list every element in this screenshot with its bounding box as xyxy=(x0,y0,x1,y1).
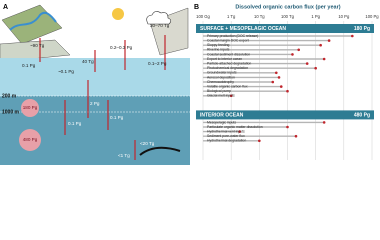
pool-label: 480 Pg xyxy=(23,137,38,142)
bar-end xyxy=(297,48,301,52)
category-label: Riverine inputs xyxy=(207,48,230,52)
bar-end xyxy=(314,66,317,70)
depth-label: 1000 m xyxy=(2,109,20,115)
flux-label: 0.1 Pg xyxy=(110,115,124,120)
figure: A 200 m 1000 m 180 Pg 480 Pg ~90 Tg 0.1 … xyxy=(0,0,380,165)
bar-end xyxy=(322,121,326,124)
category-label: Particulate organic matter dissolution xyxy=(207,125,263,129)
flux-label: 2 Pg xyxy=(90,101,100,106)
category-label: Hydrothermal vent inputs xyxy=(207,129,245,133)
panel-a: A 200 m 1000 m 180 Pg 480 Pg ~90 Tg 0.1 … xyxy=(0,0,190,165)
x-tick-label: 100 Tg xyxy=(281,14,295,19)
sun xyxy=(112,8,124,20)
group-name: SURFACE + MESOPELAGIC OCEAN xyxy=(200,26,286,32)
category-label: Chemoautotrophy xyxy=(207,80,234,84)
flux-label: 0.1 Pg xyxy=(68,121,82,126)
category-label: Export to interior ocean xyxy=(207,57,242,61)
bar-end xyxy=(286,89,289,93)
bar-end xyxy=(294,134,298,138)
group-header xyxy=(196,24,374,33)
bar-end xyxy=(258,139,261,143)
bar-end xyxy=(286,125,289,129)
flux-label: <1 Tg xyxy=(118,153,130,158)
x-tick-label: 1 Tg xyxy=(227,14,236,19)
x-tick-label: 1 Pg xyxy=(311,14,320,19)
flux-label: 30–70 Tg xyxy=(150,23,170,28)
bar-end xyxy=(238,130,241,133)
panel-label: B xyxy=(194,4,199,11)
category-label: Primary production (DOC release) xyxy=(207,34,258,38)
category-label: Sloppy feeding xyxy=(207,43,230,47)
flux-label: ~90 Tg xyxy=(30,43,45,48)
flux-label: <20 Tg xyxy=(140,141,155,146)
flux-label: 0.1 Pg xyxy=(22,63,36,68)
coast xyxy=(0,39,71,63)
flux-label: 40 Tg xyxy=(82,59,94,64)
bar-end xyxy=(229,94,233,98)
cloud xyxy=(146,11,172,25)
category-label: Aerosol deposition xyxy=(207,75,235,79)
panel-b: B Dissolved organic carbon flux (per yea… xyxy=(194,4,341,11)
vent xyxy=(139,146,181,156)
bar-end xyxy=(305,62,309,65)
pool-label: 180 Pg xyxy=(23,105,38,110)
group-header xyxy=(196,110,374,120)
bar-end xyxy=(319,43,322,47)
x-tick-label: 10 Pg xyxy=(338,14,350,19)
land-tile xyxy=(1,4,63,45)
bar-end xyxy=(327,39,331,42)
bar-end xyxy=(279,85,283,88)
category-label: Mesopelagic inputs xyxy=(207,120,236,124)
x-tick-label: 10 Tg xyxy=(254,14,265,19)
flux-label: 0.1–2 Pg xyxy=(148,61,167,66)
category-label: Coastal sediment dissolution xyxy=(207,52,250,56)
bar-end xyxy=(351,34,354,38)
group-name: INTERIOR OCEAN xyxy=(200,113,244,119)
category-label: Sediment pore-water flux xyxy=(207,134,245,138)
category-label: Volatile organic carbon flux xyxy=(207,84,248,88)
depth-label: 200 m xyxy=(2,93,17,99)
category-label: Hydrothermal degradation xyxy=(207,139,246,143)
category-label: Coastal margin DOC export xyxy=(207,38,249,42)
pool-surface xyxy=(21,99,39,117)
panel-label: A xyxy=(3,4,8,11)
category-label: Biological pump xyxy=(207,89,231,93)
group-stock: 180 Pg xyxy=(354,26,370,32)
x-tick-label: 100 Gg xyxy=(196,14,210,19)
bar-end xyxy=(277,76,281,79)
river xyxy=(9,11,57,31)
category-label: Photochemical degradation xyxy=(207,66,248,70)
x-tick-label: 100 Pg xyxy=(365,14,379,19)
group-stock: 480 Pg xyxy=(354,113,370,119)
flux-arrows xyxy=(39,35,166,160)
flux-label: 0.2–0.3 Pg xyxy=(110,45,133,50)
category-label: Groundwater inputs xyxy=(207,71,237,75)
bar-end xyxy=(322,57,326,61)
pool-interior xyxy=(19,129,41,151)
chart-title: Dissolved organic carbon flux (per year) xyxy=(235,4,340,10)
category-label: Glacial melt inputs xyxy=(207,94,235,98)
flux-label: ~0.1 Pg xyxy=(58,69,74,74)
bar-end xyxy=(291,53,294,56)
category-label: Particle-attached degradation xyxy=(207,61,251,65)
bar-end xyxy=(271,80,275,84)
bar-end xyxy=(274,71,278,75)
